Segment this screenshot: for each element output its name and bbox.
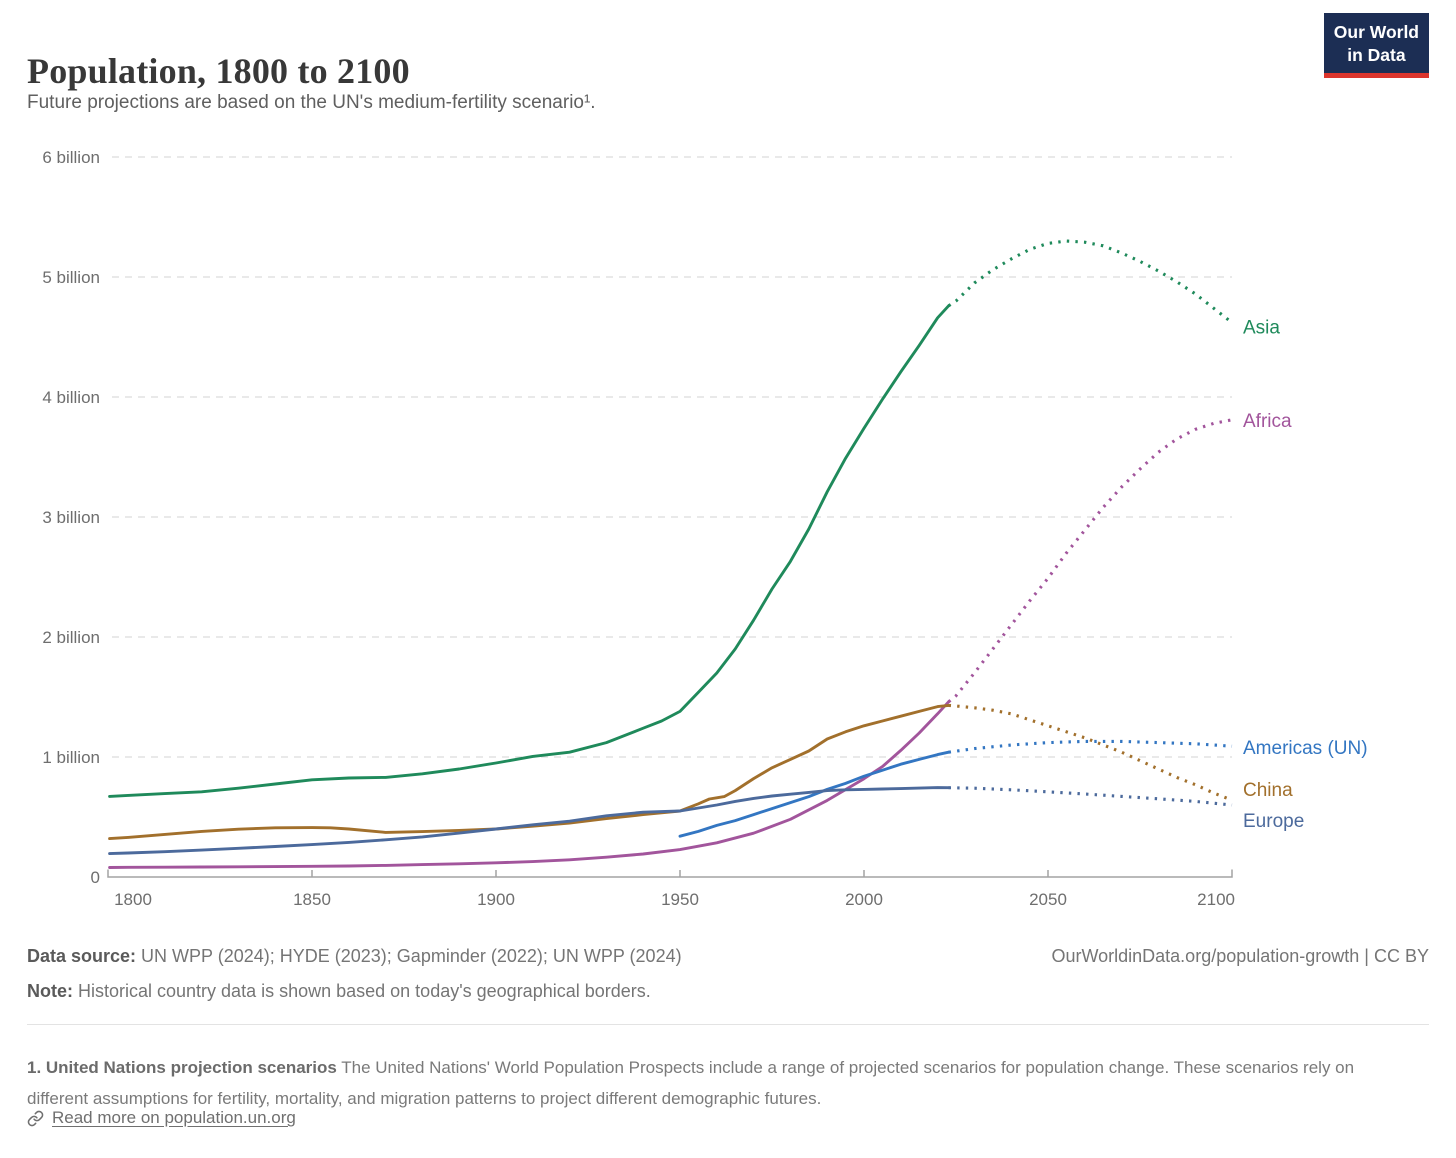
series-label-americas-un: Americas (UN) <box>1243 738 1368 759</box>
x-tick-label: 2000 <box>845 890 883 909</box>
series-label-china: China <box>1243 780 1293 801</box>
series-line-africa <box>108 700 951 869</box>
x-tick-label: 2050 <box>1029 890 1067 909</box>
series-projection-asia <box>947 239 1233 324</box>
footnote-label: 1. United Nations projection scenarios <box>27 1058 337 1077</box>
owid-logo-line2: in Data <box>1347 44 1406 65</box>
footnote-divider <box>27 1024 1429 1025</box>
chart-canvas: 0 1 billion 2 billion 3 billion 4 billion 5 b… <box>42 148 1368 909</box>
footnote-text: The United Nations' World Population Pro… <box>27 1058 1355 1109</box>
link-icon <box>27 1110 44 1126</box>
owid-logo[interactable]: Our World in Data <box>1323 13 1429 78</box>
y-tick-label: 1 billion <box>42 748 100 767</box>
y-tick-label: 6 billion <box>42 148 100 167</box>
series-projection-europe <box>948 786 1233 807</box>
read-more-row: Read more on population.un.org <box>27 1108 296 1128</box>
series-line-europe <box>108 786 951 856</box>
x-tick-label: 1800 <box>114 890 152 909</box>
series-projection-africa <box>947 418 1233 704</box>
series-label-africa: Africa <box>1243 411 1292 432</box>
attribution: OurWorldinData.org/population-growth | C… <box>1051 946 1429 966</box>
page-title: Population, 1800 to 2100 <box>27 51 410 92</box>
data-source-row: Data source: UN WPP (2024); HYDE (2023);… <box>27 946 682 967</box>
x-tick-label: 1850 <box>293 890 331 909</box>
x-tick-label: 1950 <box>661 890 699 909</box>
read-more-link[interactable]: Read more on population.un.org <box>52 1108 296 1127</box>
y-tick-label: 3 billion <box>42 508 100 527</box>
series-line-americas-un <box>678 750 951 838</box>
data-source-label: Data source: <box>27 946 137 966</box>
owid-logo-line1: Our World <box>1333 22 1419 42</box>
x-axis <box>107 869 1233 878</box>
y-tick-label: 5 billion <box>42 268 100 287</box>
series-label-asia: Asia <box>1243 318 1280 339</box>
footnote: 1. United Nations projection scenarios T… <box>27 1052 1363 1115</box>
series-line-asia <box>108 304 951 798</box>
note-label: Note: <box>27 981 73 1001</box>
x-tick-label: 2100 <box>1197 890 1235 909</box>
x-tick-label: 1900 <box>477 890 515 909</box>
data-source-value: UN WPP (2024); HYDE (2023); Gapminder (2… <box>136 946 682 966</box>
series-line-china <box>108 703 951 841</box>
series-projection-americas-un <box>948 739 1233 754</box>
note-row: Note: Historical country data is shown b… <box>27 981 651 1002</box>
chart-subtitle: Future projections are based on the UN's… <box>27 92 596 113</box>
series-projection-china <box>948 703 1233 802</box>
series-label-europe: Europe <box>1243 811 1304 832</box>
y-tick-label: 0 <box>91 868 100 887</box>
note-value: Historical country data is shown based o… <box>73 981 651 1001</box>
y-tick-label: 2 billion <box>42 628 100 647</box>
y-tick-label: 4 billion <box>42 388 100 407</box>
